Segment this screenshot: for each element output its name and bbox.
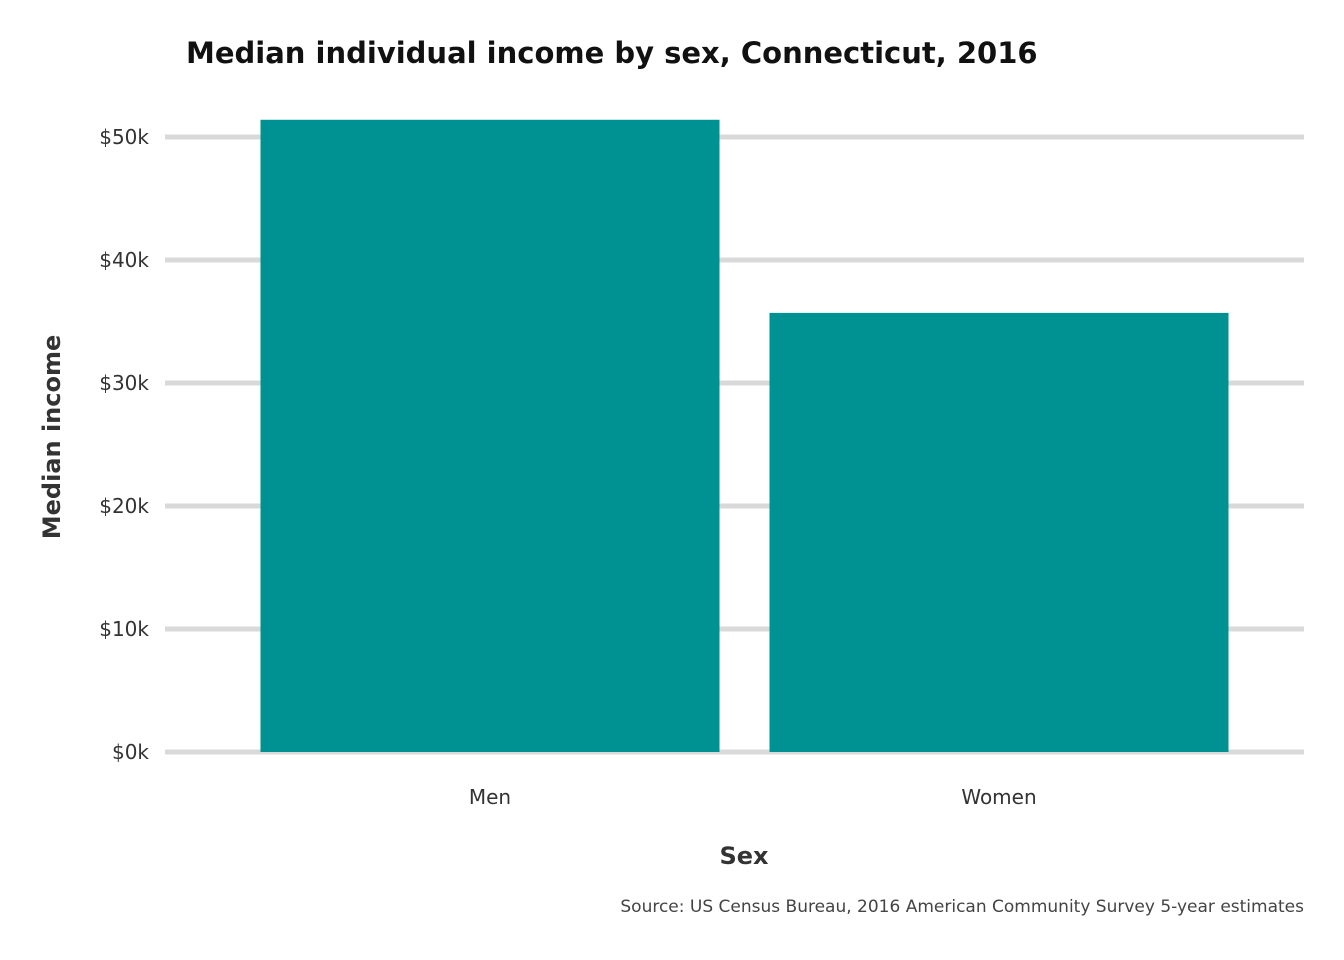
- bars: [260, 119, 1229, 752]
- bar-women: [769, 312, 1229, 752]
- x-tick-label: Women: [961, 785, 1036, 809]
- y-tick-label: $0k: [112, 740, 149, 764]
- x-tick-label: Men: [469, 785, 511, 809]
- x-axis-ticks: Men Women: [469, 785, 1037, 809]
- y-axis-title: Median income: [38, 335, 66, 540]
- x-axis-title: Sex: [719, 842, 769, 870]
- y-tick-label: $30k: [99, 371, 149, 395]
- bar-men: [260, 119, 720, 752]
- source-caption: Source: US Census Bureau, 2016 American …: [620, 897, 1304, 917]
- y-tick-label: $50k: [99, 125, 149, 149]
- y-tick-label: $10k: [99, 617, 149, 641]
- y-tick-label: $20k: [99, 494, 149, 518]
- y-axis-ticks: $0k $10k $20k $30k $40k $50k: [99, 125, 149, 764]
- chart-title: Median individual income by sex, Connect…: [186, 36, 1038, 70]
- y-tick-label: $40k: [99, 248, 149, 272]
